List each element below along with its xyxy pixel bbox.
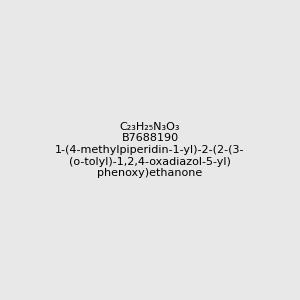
Text: C₂₃H₂₅N₃O₃
B7688190
1-(4-methylpiperidin-1-yl)-2-(2-(3-
(o-tolyl)-1,2,4-oxadiazo: C₂₃H₂₅N₃O₃ B7688190 1-(4-methylpiperidin…	[55, 122, 245, 178]
